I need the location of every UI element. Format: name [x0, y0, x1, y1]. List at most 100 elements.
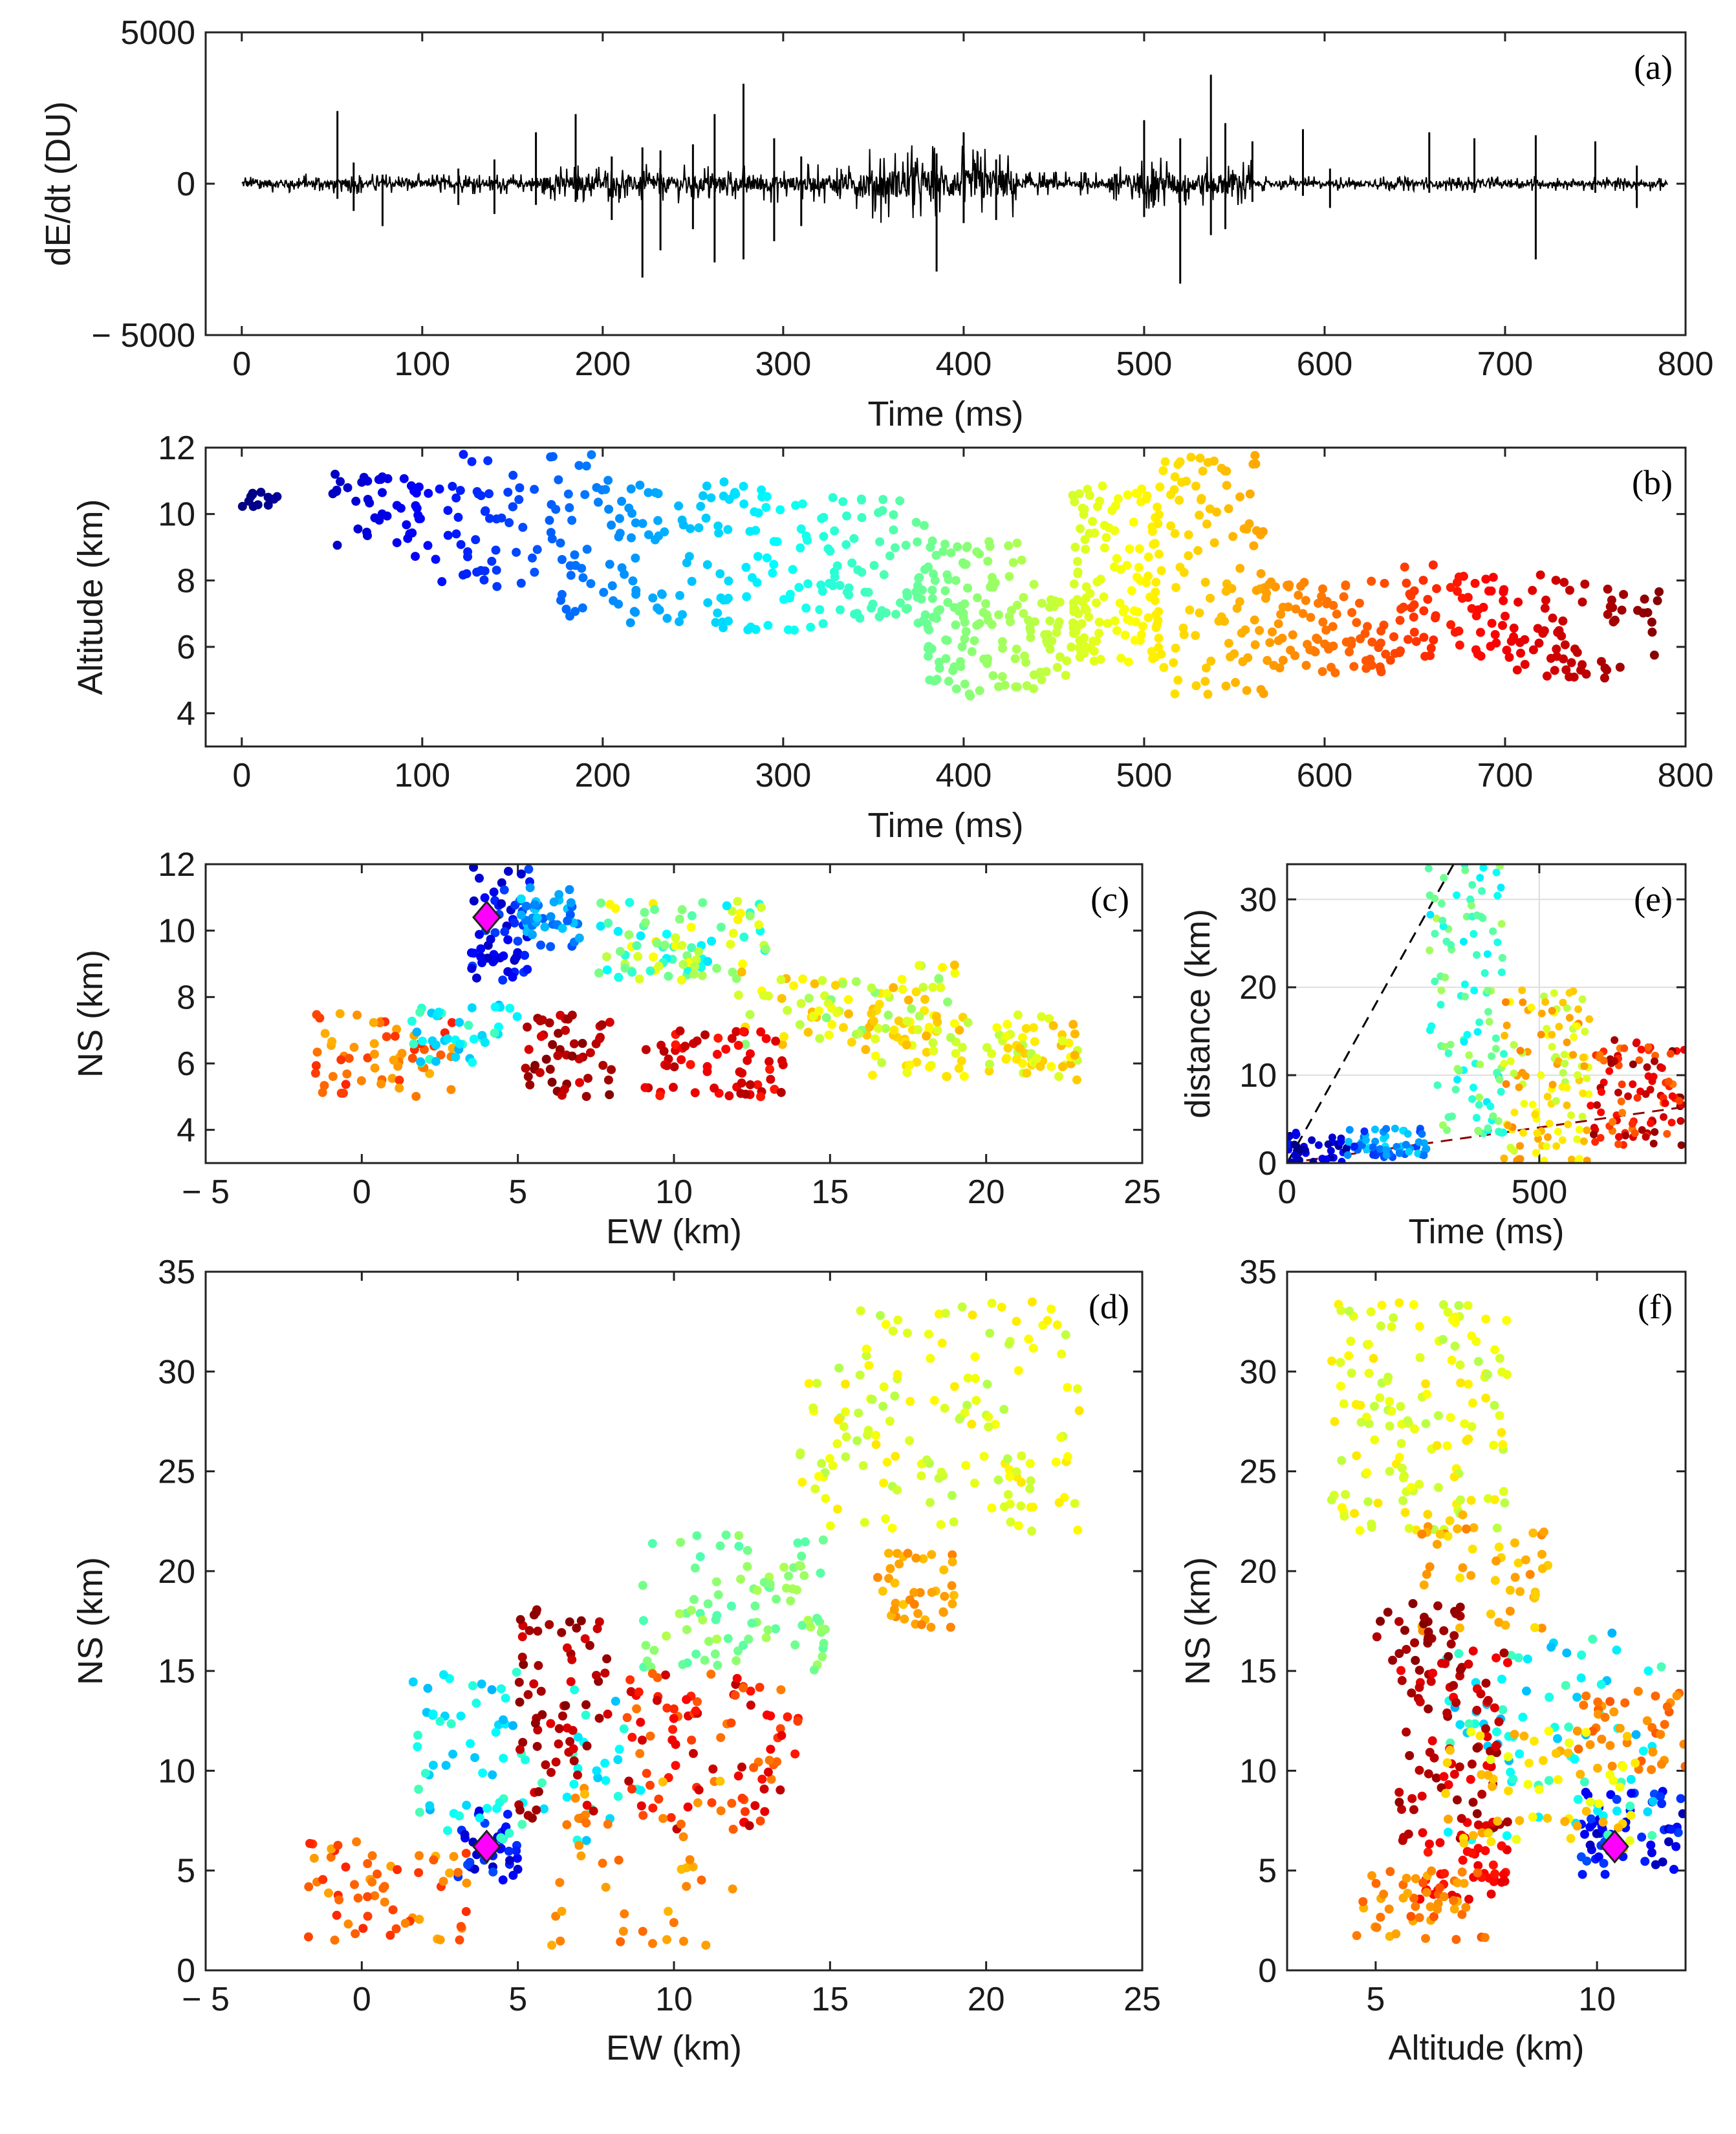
scatter-point: [500, 927, 510, 937]
scatter-point: [1047, 1304, 1056, 1314]
scatter-point: [523, 1072, 533, 1082]
scatter-point: [461, 1907, 471, 1917]
scatter-point: [510, 918, 519, 928]
scatter-point: [451, 493, 461, 503]
scatter-point: [704, 1637, 713, 1646]
scatter-point: [1649, 1139, 1658, 1148]
scatter-point: [574, 461, 584, 470]
scatter-point: [1508, 1774, 1518, 1784]
scatter-point: [1545, 1692, 1554, 1702]
scatter-point: [603, 1075, 613, 1085]
scatter-point: [626, 1687, 636, 1697]
scatter-point: [632, 1704, 642, 1714]
scatter-point: [1424, 1627, 1433, 1637]
scatter-point: [1465, 1051, 1473, 1060]
scatter-point: [1408, 1598, 1418, 1608]
scatter-point: [1534, 1785, 1544, 1794]
scatter-point: [532, 1741, 542, 1751]
scatter-point: [353, 1893, 363, 1903]
scatter-point: [1130, 635, 1140, 645]
scatter-point: [414, 1867, 424, 1877]
scatter-point: [455, 486, 465, 495]
scatter-point: [724, 1091, 734, 1101]
scatter-point: [1400, 1626, 1409, 1635]
scatter-point: [1385, 655, 1395, 665]
scatter-point: [620, 1909, 629, 1919]
scatter-point: [733, 1771, 743, 1781]
scatter-point: [1550, 989, 1558, 997]
scatter-point: [1160, 457, 1170, 466]
scatter-point: [520, 950, 530, 960]
scatter-point: [1396, 604, 1405, 614]
scatter-point: [1516, 1047, 1524, 1055]
scatter-point: [1482, 1732, 1492, 1741]
scatter-point: [1210, 538, 1219, 548]
scatter-point: [800, 1537, 810, 1547]
scatter-point: [697, 1875, 706, 1885]
scatter-point: [877, 606, 887, 616]
scatter-point: [1422, 1569, 1431, 1579]
scatter-point: [961, 560, 971, 569]
scatter-point: [373, 1869, 382, 1879]
scatter-point: [879, 1382, 889, 1391]
scatter-point: [614, 1855, 624, 1865]
scatter-point: [1438, 1300, 1448, 1310]
scatter-point: [395, 1083, 404, 1093]
scatter-point: [545, 516, 554, 525]
scatter-point: [714, 528, 724, 538]
scatter-point: [1509, 624, 1519, 633]
scatter-point: [474, 873, 484, 883]
scatter-point: [1376, 1617, 1385, 1626]
scatter-point: [882, 988, 892, 998]
scatter-point: [592, 1766, 602, 1776]
scatter-point: [888, 1326, 898, 1336]
scatter-point: [518, 1737, 528, 1747]
scatter-point: [1537, 1009, 1546, 1018]
scatter-point: [1490, 1345, 1500, 1355]
scatter-point: [1123, 490, 1133, 499]
scatter-point: [1427, 1866, 1437, 1876]
scatter-point: [963, 1018, 973, 1027]
scatter-point: [1467, 901, 1475, 909]
scatter-point: [413, 1730, 423, 1740]
scatter-point: [741, 1040, 750, 1049]
scatter-point: [1586, 1814, 1596, 1824]
scatter-point: [694, 947, 704, 957]
scatter-point: [604, 505, 614, 514]
scatter-point: [1451, 1697, 1461, 1707]
scatter-point: [1519, 1731, 1529, 1741]
scatter-point: [540, 922, 550, 932]
scatter-point: [453, 1867, 463, 1877]
scatter-point: [1112, 626, 1122, 635]
y-tick-label: 8: [177, 979, 195, 1016]
scatter-point: [1012, 538, 1022, 548]
scatter-point: [582, 1741, 592, 1751]
y-axis-label: Altitude (km): [71, 499, 110, 695]
scatter-point: [370, 1063, 380, 1073]
scatter-point: [1375, 1393, 1385, 1402]
scatter-point: [431, 554, 440, 564]
scatter-point: [353, 524, 363, 534]
scatter-point: [1010, 654, 1020, 664]
scatter-point: [739, 1640, 748, 1650]
scatter-point: [1520, 1100, 1528, 1108]
scatter-point: [1473, 1868, 1482, 1878]
scatter-point: [755, 1816, 765, 1826]
scatter-point: [1679, 1739, 1686, 1749]
scatter-point: [796, 999, 806, 1008]
scatter-point: [1648, 1796, 1658, 1806]
scatter-point: [614, 514, 624, 523]
scatter-point: [793, 1538, 803, 1548]
scatter-point: [489, 887, 499, 897]
scatter-point: [832, 1008, 841, 1018]
scatter-point: [530, 900, 539, 909]
scatter-point: [734, 1530, 744, 1540]
scatter-point: [1466, 1774, 1475, 1784]
scatter-point: [1626, 1774, 1636, 1784]
scatter-point: [562, 1820, 572, 1829]
scatter-point: [762, 492, 772, 501]
scatter-point: [939, 547, 948, 556]
scatter-point: [662, 1631, 671, 1641]
scatter-point: [596, 898, 606, 908]
scatter-point: [406, 481, 416, 491]
